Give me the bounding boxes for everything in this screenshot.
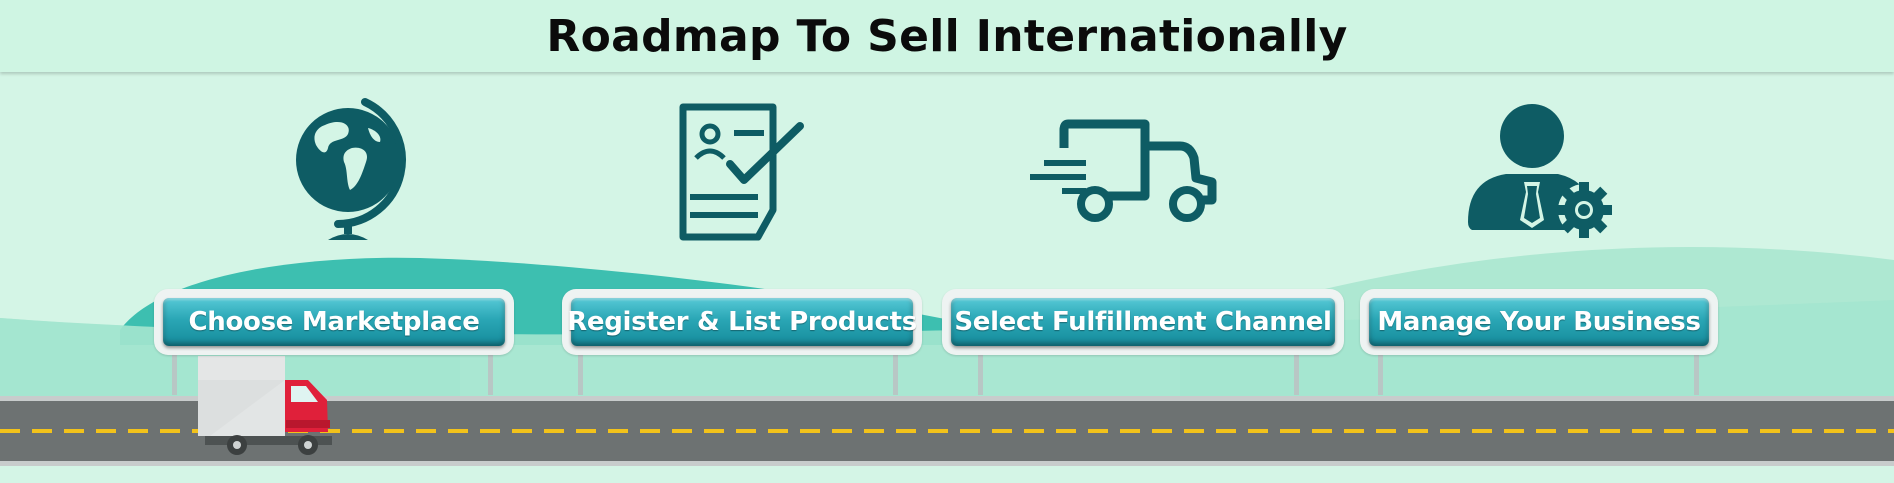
road-edge-top [0, 396, 1894, 402]
delivery-truck-icon [1030, 119, 1217, 222]
select-fulfillment-channel-button[interactable]: Select Fulfillment Channel [951, 298, 1335, 346]
manage-your-business-label: Manage Your Business [1377, 307, 1701, 337]
sign-posts [172, 345, 1699, 395]
sign-manage-your-business: Manage Your Business [1360, 289, 1718, 355]
truck-illustration [198, 356, 332, 455]
page-title: Roadmap To Sell Internationally [546, 10, 1348, 62]
choose-marketplace-label: Choose Marketplace [188, 307, 480, 337]
sign-select-fulfillment-channel: Select Fulfillment Channel [942, 289, 1344, 355]
register-list-products-button[interactable]: Register & List Products [567, 298, 917, 346]
select-fulfillment-channel-label: Select Fulfillment Channel [954, 307, 1332, 337]
road-edge-bottom [0, 461, 1894, 466]
sign-choose-marketplace: Choose Marketplace [154, 289, 514, 355]
globe-icon [296, 98, 406, 240]
sign-register-list-products: Register & List Products [562, 289, 922, 355]
manage-your-business-button[interactable]: Manage Your Business [1369, 298, 1709, 346]
registration-form-icon [679, 103, 804, 241]
choose-marketplace-button[interactable]: Choose Marketplace [163, 298, 505, 346]
header-bar: Roadmap To Sell Internationally [0, 0, 1894, 72]
ground-strip [0, 466, 1894, 483]
business-manager-icon [1468, 104, 1612, 238]
register-list-products-label: Register & List Products [567, 307, 917, 337]
